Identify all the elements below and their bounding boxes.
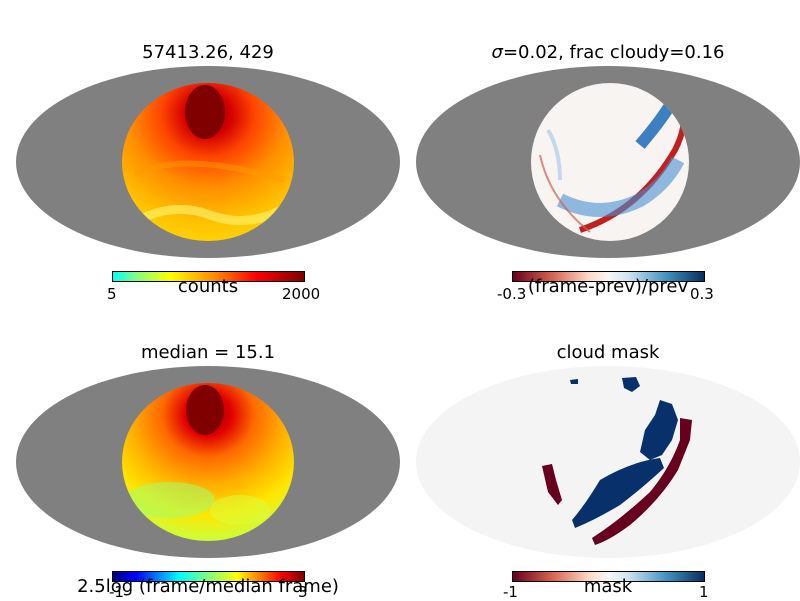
colorbar-log-ratio — [112, 571, 305, 582]
colorbar-label: mask — [583, 576, 633, 597]
colorbar-min-label: 5 — [107, 285, 117, 303]
colorbar-min-label: -1 — [109, 583, 124, 601]
mask-clear-region — [622, 377, 640, 392]
sigma-symbol: σ — [491, 42, 503, 63]
panel-title-counts: 57413.26, 429 — [142, 42, 274, 63]
colorbar-counts — [112, 271, 305, 282]
title-rest: =0.02, frac cloudy=0.16 — [502, 42, 725, 63]
colorbar-label: 2.5log (frame/median frame) — [77, 576, 339, 597]
map-difference — [416, 66, 800, 258]
map-counts — [16, 66, 400, 258]
mask-cloudy-region — [592, 418, 692, 545]
colorbar-max-label: 0.3 — [690, 285, 714, 303]
colorbar-max-label: 2000 — [282, 285, 321, 303]
colorbar-max-label: 3 — [298, 583, 308, 601]
panel-title-difference: σ=0.02, frac cloudy=0.16 — [458, 42, 758, 63]
map-log-ratio — [16, 366, 400, 558]
colorbar-label: (frame-prev)/prev — [527, 276, 689, 297]
dark-core — [185, 85, 225, 139]
panel-title-median: median = 15.1 — [140, 342, 276, 363]
dark-core — [186, 385, 224, 435]
colorbar-label: counts — [177, 276, 239, 297]
colorbar-mask — [512, 571, 705, 582]
colorbar-min-label: -1 — [503, 583, 518, 601]
colorbar-difference — [512, 271, 705, 282]
panel-title-cloud-mask: cloud mask — [556, 342, 660, 363]
colorbar-min-label: -0.3 — [497, 285, 527, 303]
mollweide-background — [416, 366, 800, 558]
map-cloud-mask — [416, 366, 800, 558]
colorbar-max-label: 1 — [699, 583, 709, 601]
